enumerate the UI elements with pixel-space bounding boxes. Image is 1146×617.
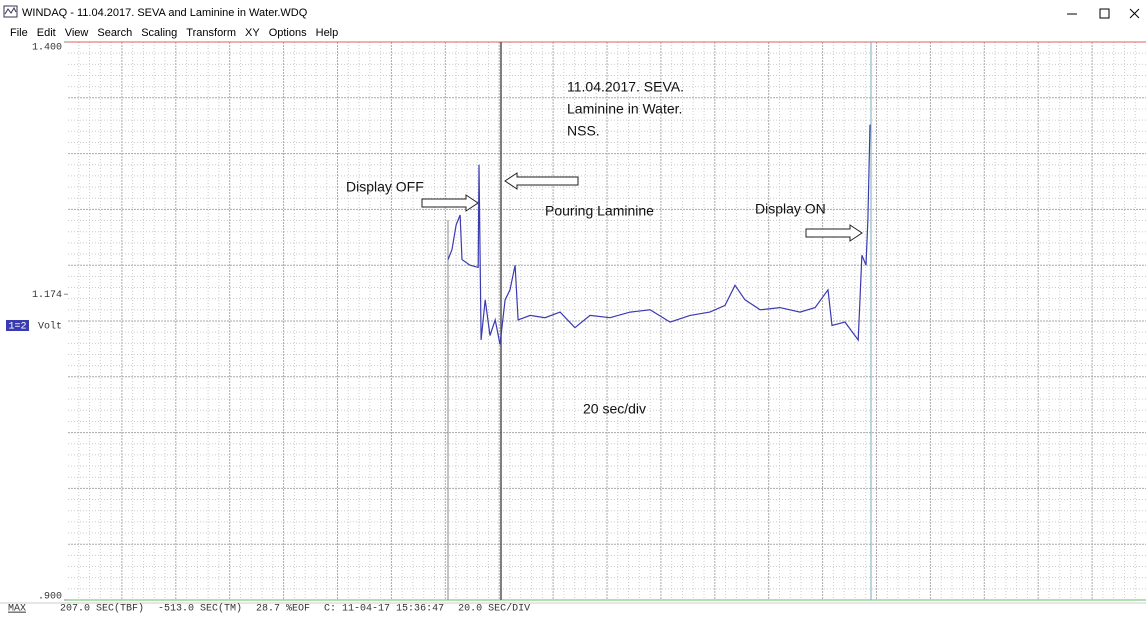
y-unit: Volt [38, 321, 62, 333]
window-title: WINDAQ - 11.04.2017. SEVA and Laminine i… [22, 7, 308, 19]
menu-item[interactable]: Options [269, 27, 307, 39]
annotation: Display ON [755, 201, 826, 217]
annotation: Display OFF [346, 179, 424, 195]
menu-bar: File Edit View Search Scaling Transform XY Opti… [10, 27, 338, 39]
maximize-button[interactable] [1099, 8, 1110, 19]
y-tick-label: .900 [38, 592, 62, 603]
arrow [421, 194, 479, 212]
grid [68, 42, 1146, 600]
menu-item[interactable]: File [10, 27, 28, 39]
arrow [805, 224, 863, 242]
menu-item[interactable]: Edit [37, 27, 56, 39]
app-icon-wave [4, 6, 17, 15]
menu-item[interactable]: Help [316, 27, 339, 39]
annotation: Laminine in Water. [567, 101, 682, 117]
status-field: 28.7 %EOF [256, 604, 310, 615]
menu-item[interactable]: XY [245, 27, 260, 39]
status-mode: MAX [8, 604, 26, 615]
annotation: 11.04.2017. SEVA. [567, 79, 684, 95]
close-button[interactable] [1129, 8, 1140, 19]
annotation: Pouring Laminine [545, 203, 654, 219]
status-field: 207.0 SEC(TBF) [60, 603, 144, 615]
y-tick-label: 1.174 [32, 290, 62, 301]
status-field: C: 11-04-17 15:36:47 [324, 604, 444, 615]
annotation: 20 sec/div [583, 401, 646, 417]
status-bar: 207.0 SEC(TBF) -513.0 SEC(TM) 28.7 %EOF C: … [60, 603, 530, 615]
menu-item[interactable]: Transform [186, 27, 236, 39]
menu-item[interactable]: Search [97, 27, 132, 39]
arrow [504, 172, 579, 190]
channel-badge[interactable] [6, 320, 29, 331]
app-icon [3, 5, 18, 18]
status-field: 20.0 SEC/DIV [458, 603, 530, 615]
signal-trace [447, 124, 871, 345]
annotation: NSS. [567, 123, 600, 139]
menu-item[interactable]: Scaling [141, 27, 177, 39]
y-tick-label: 1.400 [32, 43, 62, 54]
channel-label: 1=2 [8, 322, 26, 333]
menu-item[interactable]: View [65, 27, 89, 39]
status-field: -513.0 SEC(TM) [158, 603, 242, 615]
